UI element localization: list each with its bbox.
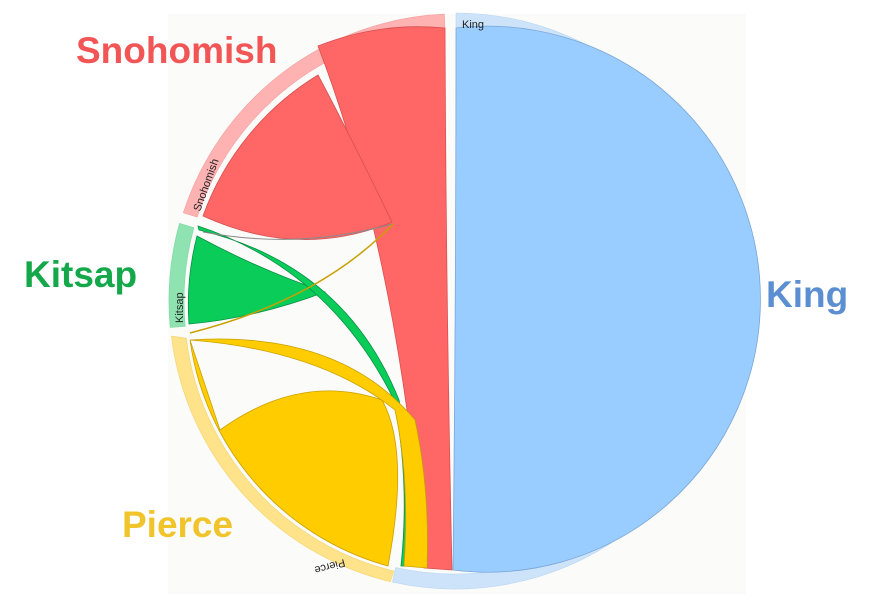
- arc-pierce[interactable]: [171, 335, 395, 583]
- chord-pierce-pierce[interactable]: [189, 339, 399, 567]
- chord-kitsap-snohomish[interactable]: [202, 223, 393, 240]
- arc-label-kitsap: Kitsap: [174, 292, 186, 323]
- label-kitsap: Kitsap: [24, 254, 138, 295]
- label-snohomish: Snohomish: [76, 30, 278, 71]
- arc-label-king: King: [462, 19, 484, 31]
- arc-kitsap[interactable]: [168, 223, 195, 328]
- chord-snohomish-king[interactable]: [317, 26, 453, 571]
- chord-king-king[interactable]: [452, 25, 761, 573]
- chord-pierce-snohomish[interactable]: [189, 223, 394, 334]
- chord-kitsap-kitsap[interactable]: [187, 235, 327, 325]
- label-pierce: Pierce: [122, 504, 234, 545]
- chord-pierce-king[interactable]: [189, 338, 428, 569]
- label-king: King: [766, 274, 849, 315]
